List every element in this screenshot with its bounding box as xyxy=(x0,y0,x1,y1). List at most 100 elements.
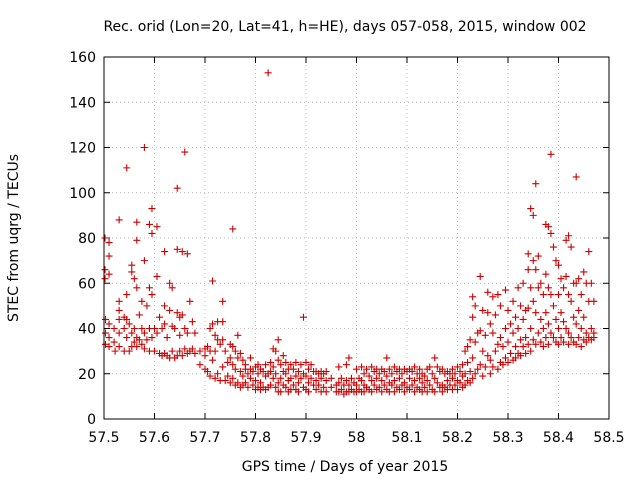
data-point xyxy=(115,306,123,314)
data-point xyxy=(140,257,148,265)
data-point xyxy=(327,374,335,382)
data-point xyxy=(166,279,174,287)
data-point xyxy=(221,347,229,355)
data-point xyxy=(211,331,219,339)
data-point xyxy=(507,320,515,328)
data-point xyxy=(557,275,565,283)
data-point xyxy=(534,329,542,337)
data-point xyxy=(501,325,509,332)
data-point xyxy=(287,361,295,369)
data-point xyxy=(335,379,343,387)
data-point xyxy=(335,363,343,371)
data-point xyxy=(123,315,131,323)
data-point xyxy=(461,347,469,355)
data-point xyxy=(438,388,446,396)
data-point xyxy=(572,320,580,328)
data-point xyxy=(115,315,123,323)
x-tick-label: 58.3 xyxy=(492,430,523,446)
data-point xyxy=(360,370,368,378)
data-point xyxy=(102,315,110,323)
data-point xyxy=(191,349,199,357)
data-point xyxy=(532,309,540,317)
data-point xyxy=(537,279,545,287)
data-point xyxy=(484,309,492,317)
data-point xyxy=(153,223,161,231)
data-point xyxy=(138,297,146,305)
data-point xyxy=(156,313,164,321)
data-point xyxy=(297,361,305,369)
data-point xyxy=(459,361,467,369)
data-point xyxy=(219,318,227,326)
data-point xyxy=(522,334,530,342)
data-point xyxy=(244,370,252,378)
data-point xyxy=(552,257,560,265)
data-point xyxy=(464,358,472,366)
data-point xyxy=(504,338,512,346)
data-point xyxy=(456,379,464,387)
data-point xyxy=(322,388,330,396)
data-point xyxy=(249,367,257,375)
data-point xyxy=(522,349,530,357)
data-point xyxy=(305,388,313,396)
data-point xyxy=(418,379,426,387)
data-point xyxy=(123,164,131,172)
data-point xyxy=(580,268,588,276)
data-point xyxy=(365,372,373,380)
data-point xyxy=(358,377,366,385)
data-point xyxy=(148,205,156,213)
data-point xyxy=(454,386,461,394)
data-point xyxy=(161,302,169,310)
data-point xyxy=(183,329,191,337)
data-point xyxy=(234,331,242,339)
data-point xyxy=(345,381,353,389)
x-tick-label: 58.5 xyxy=(593,430,624,446)
data-point xyxy=(476,361,484,369)
data-point xyxy=(262,361,270,369)
data-point xyxy=(519,315,527,323)
data-point xyxy=(267,367,275,375)
data-point xyxy=(307,374,315,382)
data-point xyxy=(542,270,550,278)
data-point xyxy=(297,374,305,382)
data-point xyxy=(110,338,118,346)
data-point xyxy=(577,325,585,332)
data-point xyxy=(368,363,376,371)
data-point xyxy=(221,377,229,385)
data-point xyxy=(176,347,184,355)
data-point xyxy=(448,374,456,382)
data-point xyxy=(151,347,158,355)
data-point xyxy=(305,365,313,373)
data-point xyxy=(143,302,151,310)
data-point xyxy=(163,334,171,342)
data-point xyxy=(123,291,131,299)
data-point xyxy=(224,358,232,366)
data-point xyxy=(411,388,419,396)
y-tick-label: 140 xyxy=(69,95,96,111)
data-point xyxy=(469,374,477,382)
data-point xyxy=(254,370,262,378)
data-point xyxy=(562,272,570,280)
data-point xyxy=(557,309,565,317)
data-point xyxy=(448,365,456,373)
data-point xyxy=(347,374,355,382)
data-point xyxy=(426,363,434,371)
data-point xyxy=(110,325,118,332)
data-point xyxy=(181,148,189,156)
data-point xyxy=(524,250,532,258)
data-point xyxy=(277,374,285,382)
data-point xyxy=(148,334,156,342)
data-point xyxy=(138,325,146,332)
data-point xyxy=(204,343,212,351)
data-point xyxy=(181,345,189,353)
data-point xyxy=(549,243,557,251)
data-point xyxy=(406,386,414,394)
data-point xyxy=(173,309,181,317)
data-point xyxy=(451,370,459,378)
data-point xyxy=(426,381,434,389)
data-point xyxy=(115,216,123,224)
data-point xyxy=(423,388,431,396)
data-point xyxy=(342,361,350,369)
data-point xyxy=(239,372,247,380)
data-point xyxy=(390,388,398,396)
data-point xyxy=(274,336,282,344)
